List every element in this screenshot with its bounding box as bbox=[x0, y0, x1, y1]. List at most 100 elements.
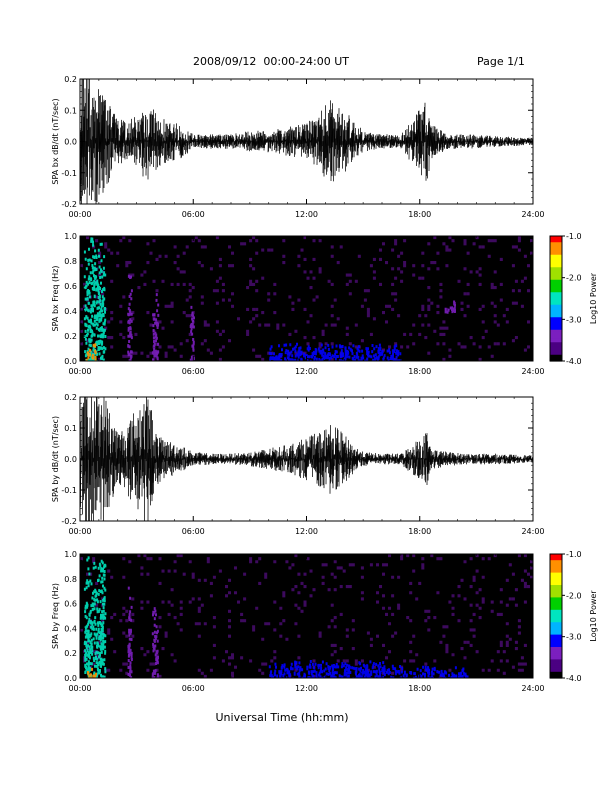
colorbar-segment bbox=[550, 344, 562, 348]
colorbar-segment bbox=[550, 240, 562, 243]
waveform-series bbox=[80, 397, 533, 521]
waveform-series bbox=[80, 79, 533, 204]
spectrogram-cells bbox=[80, 236, 533, 361]
y-axis: 0.2 0.1 0.0 -0.1 -0.2 SPA by dB/dt (nT/sec) bbox=[51, 393, 533, 526]
colorbar-segment bbox=[550, 321, 562, 325]
colorbar-segment bbox=[550, 283, 562, 287]
colorbar-segment bbox=[550, 663, 562, 667]
colorbar-segment bbox=[550, 298, 562, 302]
x-tick-label: 12:00 bbox=[295, 367, 318, 376]
spectrogram-noise bbox=[80, 554, 533, 678]
x-tick-label: 00:00 bbox=[68, 210, 91, 219]
colorbar-segment bbox=[550, 636, 562, 640]
colorbar-segment bbox=[550, 294, 562, 298]
x-tick-label: 12:00 bbox=[295, 210, 318, 219]
colorbar-segment bbox=[550, 352, 562, 356]
x-tick-label: 18:00 bbox=[408, 367, 431, 376]
spectrogram-feature-7 bbox=[444, 300, 456, 314]
x-tick-label: 12:00 bbox=[295, 684, 318, 693]
y-tick-label: 0.1 bbox=[64, 106, 77, 115]
spectrogram-feature-2 bbox=[87, 667, 97, 678]
y-tick-label: 0.1 bbox=[64, 424, 77, 433]
colorbar-segment bbox=[550, 271, 562, 275]
colorbar-segment bbox=[550, 256, 562, 260]
colorbar-segment bbox=[550, 317, 562, 320]
colorbar-segment bbox=[550, 673, 562, 677]
x-axis-title: Universal Time (hh:mm) bbox=[216, 711, 349, 724]
y-axis-label: SPA bx Freq (Hz) bbox=[51, 266, 60, 332]
x-tick-label: 00:00 bbox=[68, 527, 91, 536]
colorbar-segment bbox=[550, 329, 562, 333]
colorbar-segment bbox=[550, 665, 562, 669]
colorbar-segment bbox=[550, 248, 562, 252]
colorbar-segment bbox=[550, 306, 562, 310]
colorbar-segment bbox=[550, 319, 562, 323]
colorbar-segment bbox=[550, 624, 562, 627]
colorbar-segment bbox=[550, 570, 562, 574]
y-axis-label: SPA by dB/dt (nT/sec) bbox=[51, 416, 60, 502]
x-axis: 00:00 06:00 12:00 18:00 24:00 bbox=[68, 397, 545, 536]
y-tick-label: 0.8 bbox=[64, 575, 77, 584]
colorbar-segment bbox=[550, 669, 562, 673]
x-tick-label: 12:00 bbox=[295, 527, 318, 536]
colorbar-segment bbox=[550, 290, 562, 293]
x-tick-label: 06:00 bbox=[182, 210, 205, 219]
x-axis: 00:00 06:00 12:00 18:00 24:00 bbox=[68, 554, 545, 693]
colorbar-segment bbox=[550, 556, 562, 559]
colorbar-segment bbox=[550, 315, 562, 318]
y-axis: 0.2 0.1 0.0 -0.1 -0.2 SPA bx dB/dt (nT/sec) bbox=[51, 75, 533, 209]
colorbar-segment bbox=[550, 286, 562, 289]
colorbar-segment bbox=[550, 568, 562, 572]
colorbar-segment bbox=[550, 628, 562, 632]
y-tick-label: 0.0 bbox=[64, 357, 77, 366]
colorbar-segment bbox=[550, 244, 562, 248]
colorbar-segment bbox=[550, 258, 562, 262]
y-tick-label: 0.2 bbox=[64, 75, 77, 84]
figure-title: 2008/09/12 00:00-24:00 UT bbox=[193, 55, 350, 68]
colorbar-segment bbox=[550, 346, 562, 350]
x-tick-label: 18:00 bbox=[408, 684, 431, 693]
y-axis-label: SPA bx dB/dt (nT/sec) bbox=[51, 98, 60, 184]
x-tick-label: 24:00 bbox=[521, 527, 544, 536]
y-axis: 1.0 0.8 0.6 0.4 0.2 0.0 SPA by Freq (Hz) bbox=[51, 550, 533, 683]
colorbar-segment bbox=[550, 302, 562, 306]
colorbar-tick-label: -3.0 bbox=[566, 633, 582, 642]
colorbar-segment bbox=[550, 554, 562, 557]
colorbar-segment bbox=[550, 236, 562, 239]
colorbar-segment bbox=[550, 649, 562, 652]
colorbar-segment bbox=[550, 659, 562, 663]
spectrogram-feature-6 bbox=[400, 665, 469, 678]
x-tick-label: 00:00 bbox=[68, 367, 91, 376]
colorbar-segment bbox=[550, 566, 562, 570]
spectrogram-feature-2 bbox=[85, 343, 97, 361]
y-tick-label: 0.6 bbox=[64, 600, 77, 609]
colorbar-segment bbox=[550, 609, 562, 613]
panel-1: 0.2 0.1 0.0 -0.1 -0.2 SPA bx dB/dt (nT/sec) 00… bbox=[51, 75, 545, 219]
colorbar-segment bbox=[550, 591, 562, 594]
colorbar-label: Log10 Power bbox=[589, 590, 598, 642]
colorbar-segment bbox=[550, 642, 562, 646]
colorbar-segment bbox=[550, 358, 562, 362]
colorbar-segment bbox=[550, 281, 562, 285]
colorbar-segment bbox=[550, 246, 562, 250]
colorbar-segment bbox=[550, 333, 562, 337]
colorbar-segment bbox=[550, 275, 562, 279]
colorbar-segment bbox=[550, 292, 562, 295]
colorbar-segment bbox=[550, 607, 562, 611]
colorbar-2: -1.0 -2.0 -3.0 -4.0 Log10 Power bbox=[549, 232, 598, 366]
colorbar-segment bbox=[550, 300, 562, 304]
colorbar-segment bbox=[550, 622, 562, 625]
x-tick-label: 24:00 bbox=[521, 367, 544, 376]
colorbar-tick-label: -1.0 bbox=[566, 232, 582, 241]
x-tick-label: 06:00 bbox=[182, 684, 205, 693]
colorbar-tick-label: -1.0 bbox=[566, 550, 582, 559]
y-tick-label: -0.1 bbox=[61, 169, 77, 178]
colorbar-segment bbox=[550, 644, 562, 648]
colorbar-segment bbox=[550, 601, 562, 605]
colorbar-segment bbox=[550, 620, 562, 623]
y-tick-label: 0.0 bbox=[64, 455, 77, 464]
colorbar-segment bbox=[550, 338, 562, 341]
colorbar-tick-label: -2.0 bbox=[566, 591, 582, 600]
